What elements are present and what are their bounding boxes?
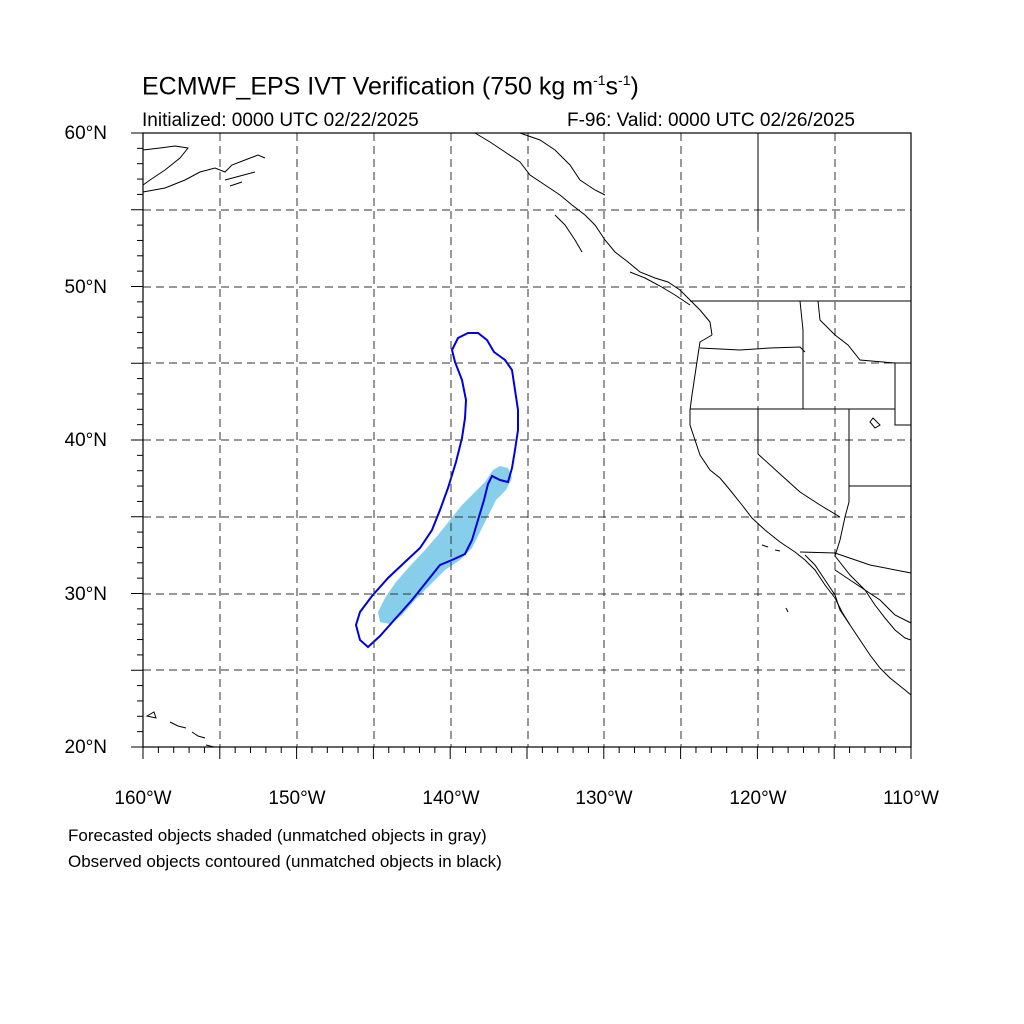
lon-label-140w: 140°W [422,788,480,809]
lat-label-30n: 30°N [64,584,107,605]
lat-label-20n: 20°N [64,737,107,758]
forecast-object [378,466,512,624]
forecast-legend-note: Forecasted objects shaded (unmatched obj… [68,826,487,845]
lon-label-110w: 110°W [883,788,939,809]
axis-ticks [131,132,912,759]
lon-label-120w: 120°W [729,788,787,809]
observed-legend-note: Observed objects contoured (unmatched ob… [68,852,502,871]
graticule [143,133,911,747]
lon-label-150w: 150°W [268,788,326,809]
coastlines [142,132,912,748]
map-title: ECMWF_EPS IVT Verification (750 kg m-1s-… [142,72,639,101]
valid-time: F-96: Valid: 0000 UTC 02/26/2025 [567,110,855,131]
initialized-time: Initialized: 0000 UTC 02/22/2025 [142,110,419,131]
political-borders [690,133,912,624]
lat-label-60n: 60°N [64,123,107,144]
lon-label-130w: 130°W [575,788,633,809]
lon-label-160w: 160°W [114,788,172,809]
lat-label-40n: 40°N [64,430,107,451]
lat-label-50n: 50°N [64,277,107,298]
observed-object-contour [354,332,519,649]
